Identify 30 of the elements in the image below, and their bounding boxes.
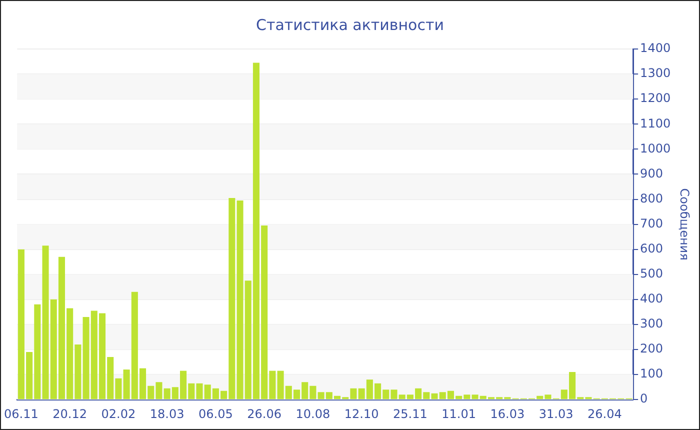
y-tick-label: 1000 bbox=[640, 141, 671, 156]
x-tick-label: 18.03 bbox=[150, 406, 184, 421]
y-tick-label: 100 bbox=[640, 366, 663, 381]
y-tick-label: 900 bbox=[640, 166, 663, 180]
x-tick-label: 31.03 bbox=[538, 406, 574, 421]
x-tick-label: 06.11 bbox=[4, 406, 38, 421]
x-tick-label: 06.05 bbox=[198, 406, 233, 421]
chart-title: Статистика активности bbox=[256, 16, 444, 34]
y-tick-label: 0 bbox=[640, 392, 648, 406]
y-tick-label: 300 bbox=[640, 316, 663, 331]
x-tick-label: 11.01 bbox=[442, 406, 476, 421]
y-tick-label: 400 bbox=[640, 292, 663, 306]
x-tick-label: 20.12 bbox=[52, 406, 88, 421]
x-tick-label: 10.08 bbox=[296, 406, 330, 421]
y-tick-label: 800 bbox=[640, 191, 663, 206]
y-tick-label: 500 bbox=[640, 266, 663, 281]
x-tick-label: 12.10 bbox=[344, 406, 379, 421]
y-tick-label: 600 bbox=[640, 241, 663, 256]
x-tick-label: 26.06 bbox=[247, 406, 282, 421]
y-tick-label: 1100 bbox=[640, 116, 671, 130]
y-tick-label: 200 bbox=[640, 342, 663, 356]
y-tick-label: 1400 bbox=[640, 41, 671, 56]
x-tick-label: 25.11 bbox=[393, 406, 428, 421]
y-tick-label: 1300 bbox=[640, 66, 671, 80]
x-tick-label: 16.03 bbox=[490, 406, 525, 421]
x-tick-label: 02.02 bbox=[101, 406, 136, 421]
x-tick-label: 26.04 bbox=[588, 406, 622, 421]
y-tick-label: 700 bbox=[640, 216, 663, 230]
y-axis-title: Сообщения bbox=[678, 188, 692, 260]
y-tick-label: 1200 bbox=[640, 91, 671, 106]
